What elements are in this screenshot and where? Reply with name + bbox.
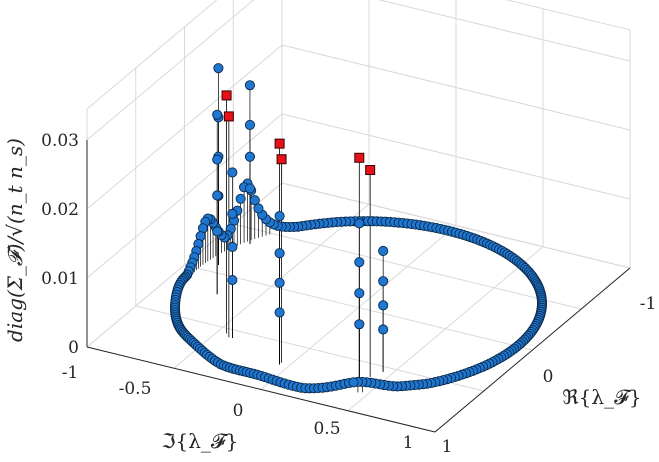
wall-grid-line: [281, 44, 631, 131]
y-tick-label: 0: [233, 401, 244, 421]
data-point-circle: [244, 183, 255, 194]
data-point-square: [223, 111, 234, 122]
x-tick-label: 0: [543, 367, 554, 387]
data-point-circle: [378, 324, 389, 335]
y-axis-line: [434, 267, 631, 433]
wall-grid-line: [281, 182, 631, 269]
data-point-circle: [227, 241, 238, 253]
floor-grid-line: [184, 264, 533, 351]
marker-layer: [169, 63, 548, 394]
floor-grid-line: [233, 223, 582, 310]
data-point-square: [354, 152, 365, 163]
x-axis-line: [86, 346, 436, 433]
x-tick-label: 1: [442, 437, 453, 457]
tick-layer: 0 0.01 0.02 0.03 -1 -0.5 0 0.5 1 -1 0 1: [41, 131, 656, 457]
data-point-circle: [274, 277, 285, 288]
wall-grid-line: [86, 0, 255, 141]
data-point-circle: [274, 248, 285, 259]
data-point-circle: [227, 208, 238, 219]
y-axis-title: ℑ{λ_𝓕}: [162, 429, 239, 453]
data-point-circle: [212, 226, 223, 237]
wall-grid-line: [378, 0, 631, 62]
data-point-circle: [212, 154, 223, 165]
data-point-square: [365, 165, 376, 176]
title-layer: ℑ{λ_𝓕} ℜ{λ_𝓕} diag(Σ_𝓕)/√(n_t n_s): [3, 138, 642, 453]
data-point-circle: [274, 307, 285, 318]
z-tick-label: 0: [68, 338, 79, 358]
wall-grid-line: [86, 113, 283, 279]
data-point-square: [221, 90, 232, 101]
data-point-circle: [235, 193, 246, 204]
data-point-circle: [244, 119, 255, 130]
data-point-circle: [253, 203, 264, 214]
x-tick-label: -1: [640, 294, 657, 314]
x-axis-title: ℜ{λ_𝓕}: [562, 385, 641, 409]
data-point-circle: [212, 190, 223, 201]
data-point-square: [274, 138, 285, 149]
wall-grid-line: [281, 113, 631, 200]
data-point-circle: [244, 151, 255, 162]
z-tick-label: 0.03: [41, 131, 79, 151]
data-point-circle: [378, 300, 389, 311]
data-point-circle: [227, 275, 238, 286]
data-point-circle: [378, 276, 389, 287]
data-point-circle: [354, 319, 365, 330]
data-point-circle: [378, 245, 389, 257]
y-tick-label: -0.5: [119, 379, 152, 399]
y-tick-label: 0.5: [313, 419, 340, 439]
data-point-circle: [274, 211, 285, 222]
data-point-circle: [354, 218, 365, 229]
data-point-circle: [348, 377, 359, 388]
data-point-circle: [354, 257, 365, 268]
y-tick-label: -1: [62, 363, 79, 383]
wall-grid-line: [86, 182, 283, 348]
wall-grid-line: [86, 44, 283, 210]
z-axis-title: diag(Σ_𝓕)/√(n_t n_s): [3, 138, 27, 342]
data-point-circle: [354, 288, 365, 299]
wall-grid-line: [505, 0, 631, 31]
wall-grid-line: [86, 0, 218, 110]
data-point-circle: [212, 109, 223, 120]
data-point-circle: [249, 195, 260, 206]
data-point-circle: [213, 63, 224, 74]
z-tick-label: 0.01: [41, 269, 79, 289]
data-point-circle: [227, 167, 238, 178]
data-point-circle: [244, 80, 255, 91]
z-tick-label: 0.02: [41, 200, 79, 220]
y-tick-label: 1: [403, 433, 414, 453]
data-point-square: [276, 154, 287, 165]
